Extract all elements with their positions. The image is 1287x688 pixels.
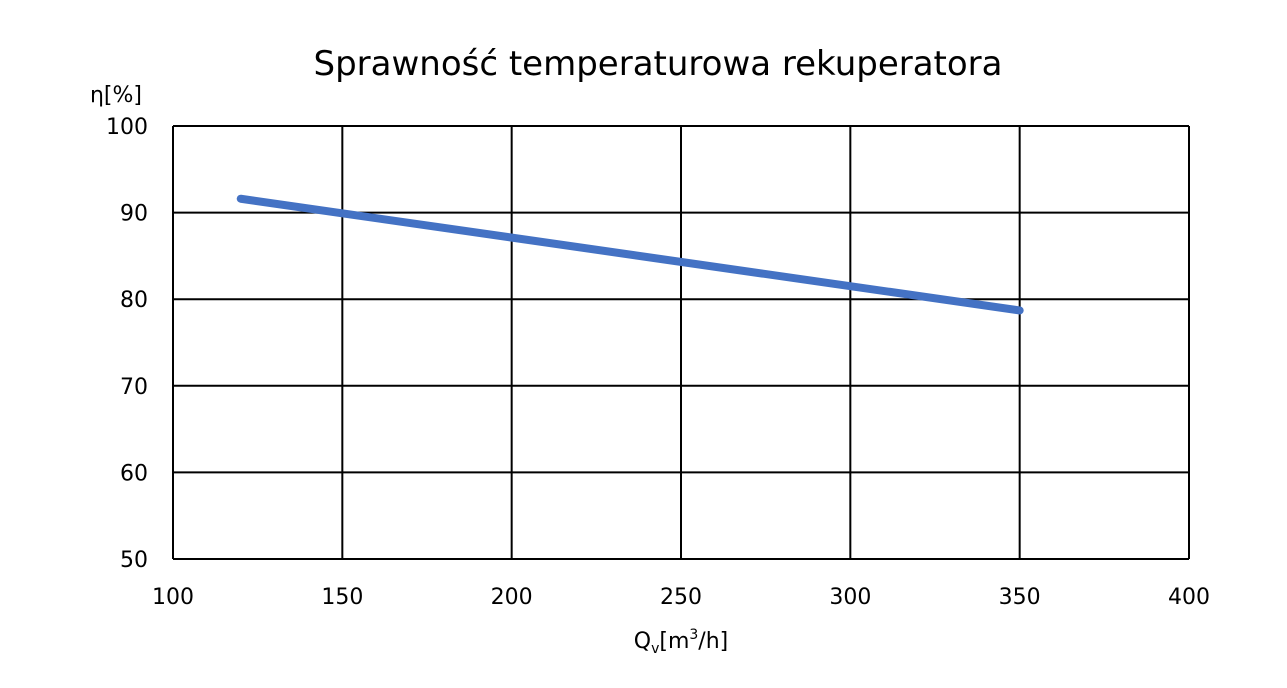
x-axis-label-subscript: v <box>651 641 659 657</box>
x-tick-label-300: 300 <box>829 585 871 610</box>
x-axis-label-unit-pre: [m <box>659 629 689 654</box>
y-tick-label-100: 100 <box>106 115 148 140</box>
y-tick-label-60: 60 <box>120 461 148 486</box>
series-group <box>236 194 1024 315</box>
series-line-0 <box>236 194 1024 315</box>
x-tick-label-100: 100 <box>152 585 194 610</box>
x-tick-label-150: 150 <box>321 585 363 610</box>
y-tick-labels: 50 60 70 80 90 100 <box>106 115 148 573</box>
x-tick-label-250: 250 <box>660 585 702 610</box>
x-axis-label-main: Q <box>634 629 651 654</box>
y-tick-label-50: 50 <box>120 548 148 573</box>
x-tick-label-200: 200 <box>491 585 533 610</box>
y-tick-label-80: 80 <box>120 288 148 313</box>
chart-title: Sprawność temperaturowa rekuperatora <box>314 44 1003 84</box>
y-axis-label: η[%] <box>90 83 142 108</box>
x-tick-labels: 100 150 200 250 300 350 400 <box>152 585 1210 610</box>
y-tick-label-70: 70 <box>120 375 148 400</box>
x-axis-label-unit-sup: 3 <box>689 627 698 643</box>
x-axis-label: Qv[m3/h] <box>634 627 729 657</box>
x-tick-label-400: 400 <box>1168 585 1210 610</box>
y-tick-label-90: 90 <box>120 202 148 227</box>
x-tick-label-350: 350 <box>999 585 1041 610</box>
grid <box>172 125 1190 560</box>
x-axis-label-unit-post: /h] <box>698 629 728 654</box>
